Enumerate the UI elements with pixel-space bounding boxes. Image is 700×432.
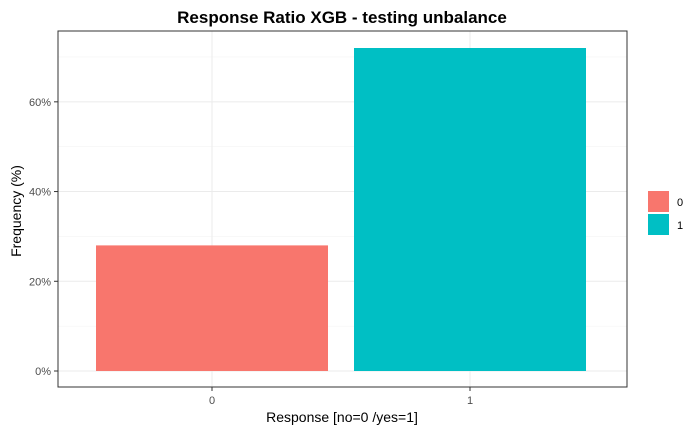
bar-1: [354, 48, 586, 371]
x-tick-label: 0: [209, 395, 215, 407]
legend-key-0: [648, 191, 669, 212]
legend: 01: [648, 191, 683, 235]
panel-border: [57, 30, 628, 388]
legend-label: 0: [677, 197, 683, 209]
y-axis: 0% 20% 40% 60%: [29, 97, 58, 378]
x-axis-title: Response [no=0 /yes=1]: [266, 409, 418, 425]
y-tick-label: 0%: [35, 366, 51, 378]
bars: [96, 48, 586, 371]
y-tick-label: 20%: [29, 276, 51, 288]
chart-title: Response Ratio XGB - testing unbalance: [177, 8, 507, 27]
bar-0: [96, 245, 328, 371]
legend-label: 1: [677, 220, 683, 232]
y-tick-label: 60%: [29, 97, 51, 109]
x-tick-label: 1: [467, 395, 473, 407]
legend-key-1: [648, 214, 669, 235]
plot-panel: [57, 30, 628, 388]
y-axis-title: Frequency (%): [8, 165, 24, 257]
y-tick-label: 40%: [29, 187, 51, 199]
